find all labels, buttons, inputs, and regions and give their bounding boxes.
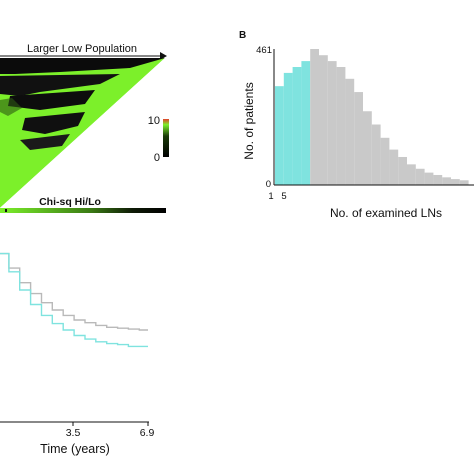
panel-d-xtick-end: 6.9 <box>140 427 155 439</box>
colorbar-max-label: 10 <box>148 115 160 127</box>
histogram-bar <box>451 179 460 185</box>
panel-b-xlabel: No. of examined LNs <box>330 206 442 220</box>
histogram-bar <box>371 124 381 185</box>
histogram-bar <box>319 55 328 186</box>
histogram-bar <box>327 61 337 185</box>
histogram-bar <box>292 67 302 185</box>
histogram-bar <box>415 168 425 185</box>
heatmap-low-band-3 <box>8 90 95 110</box>
panel-d: 3.5 6.9 Time (years) <box>0 252 155 456</box>
histogram-bar <box>389 149 399 185</box>
survival-curves <box>0 252 148 348</box>
histogram-bar <box>354 92 363 185</box>
panel-d-xtick-mid: 3.5 <box>66 427 81 439</box>
heatmap-mid-spot <box>0 98 22 116</box>
panel-b-ytick-bottom: 0 <box>266 179 271 190</box>
histogram-bar <box>363 111 372 185</box>
histogram-bar <box>442 177 451 185</box>
heatmap-low-band-4 <box>22 112 85 134</box>
panel-b-xtick-5: 5 <box>281 191 286 202</box>
panel-b-xtick-1: 1 <box>268 191 273 202</box>
panel-d-xlabel: Time (years) <box>40 442 110 456</box>
colorbar-min-label: 0 <box>154 152 160 164</box>
histogram-bar <box>336 67 346 185</box>
panel-b: B No. of patients No. of examined LNs 46… <box>239 30 474 220</box>
panel-a-title: Larger Low Population <box>27 43 137 55</box>
heatmap-diagonal <box>0 57 166 209</box>
survival-curve-cyan <box>0 252 148 348</box>
heatmap-triangle <box>0 58 165 208</box>
heatmap-low-band-2 <box>0 74 120 96</box>
histogram-bar <box>345 78 355 185</box>
panel-b-ylabel: No. of patients <box>242 82 256 159</box>
histogram-bar <box>407 164 416 185</box>
histogram-bar <box>424 172 434 185</box>
histogram-bar <box>301 61 311 185</box>
histogram-bar <box>275 86 284 185</box>
histogram-bars <box>275 49 469 186</box>
histogram-bar <box>380 137 390 185</box>
histogram-bar <box>283 72 293 185</box>
heatmap-low-band-5 <box>20 134 70 150</box>
strip-marker <box>5 209 7 212</box>
histogram-bar <box>310 49 319 185</box>
panel-b-ytick-top: 461 <box>256 45 272 56</box>
survival-curve-gray <box>0 252 148 331</box>
chi-square-strip <box>0 208 166 213</box>
colorbar <box>163 119 169 157</box>
strip-label: Chi-sq Hi/Lo <box>39 196 101 208</box>
heatmap-low-band-1 <box>0 58 165 74</box>
panel-b-label: B <box>239 30 246 41</box>
histogram-bar <box>433 174 443 185</box>
histogram-bar <box>398 156 407 185</box>
panel-a: Larger Low Population 10 0 Chi-sq Hi/Lo <box>0 43 169 213</box>
histogram-bar <box>459 180 469 185</box>
